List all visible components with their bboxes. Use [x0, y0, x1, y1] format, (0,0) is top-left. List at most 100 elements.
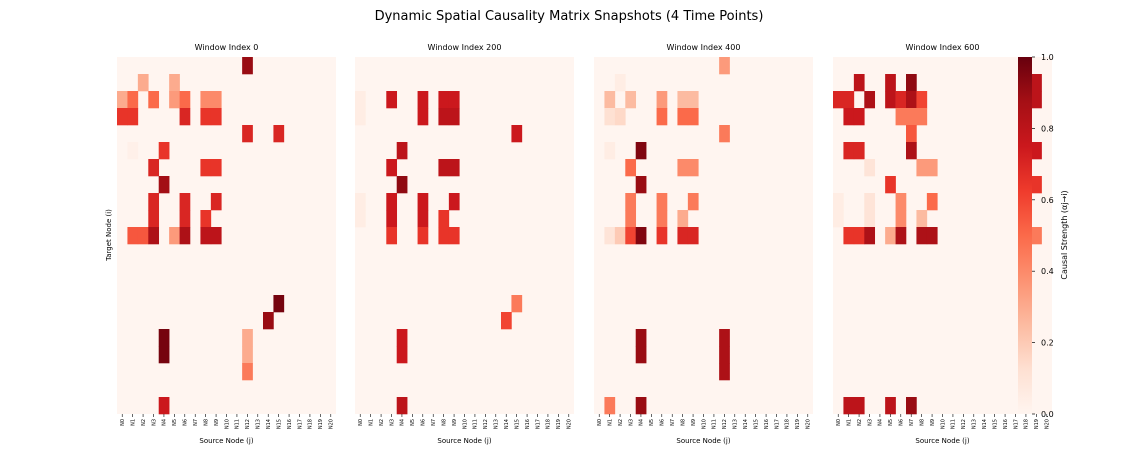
heatmap-cell — [635, 397, 647, 415]
x-tick-label: N13 — [733, 419, 739, 429]
x-tick-label: N16 — [764, 419, 770, 429]
heatmap-cell — [210, 91, 222, 109]
x-tick-label: N15 — [276, 419, 282, 429]
heatmap-cell — [677, 210, 689, 228]
x-tick-label: N17 — [774, 419, 780, 429]
heatmap-cell — [687, 227, 699, 245]
x-axis-label: Source Node (j) — [676, 437, 730, 445]
heatmap-cell — [158, 346, 170, 364]
heatmap-cell — [200, 159, 212, 177]
x-tick-label: N14 — [504, 419, 510, 429]
x-tick-label: N12 — [245, 419, 251, 429]
x-tick-label: N20 — [1045, 419, 1051, 429]
x-tick-label: N7 — [431, 419, 437, 426]
heatmap-cell — [386, 193, 398, 211]
x-tick-label: N15 — [992, 419, 998, 429]
heatmap-cell — [677, 159, 689, 177]
colorbar-tick-label: 0.0 — [1041, 410, 1054, 419]
heatmap-cell — [656, 193, 668, 211]
x-tick-label: N16 — [1003, 419, 1009, 429]
heatmap-cell — [210, 193, 222, 211]
x-tick-label: N10 — [701, 419, 707, 429]
heatmap-cell — [117, 108, 128, 126]
heatmap-cell — [895, 91, 907, 109]
heatmap-cell — [179, 210, 191, 228]
heatmap-cell — [438, 108, 450, 126]
heatmap-cell — [355, 108, 366, 126]
heatmap-cell — [614, 227, 626, 245]
x-tick-label: N1 — [846, 419, 852, 426]
heatmap-cell — [843, 142, 855, 160]
x-tick-label: N11 — [235, 419, 241, 429]
x-tick-label: N2 — [857, 419, 863, 426]
heatmap-cell — [396, 176, 408, 194]
x-tick-label: N4 — [162, 419, 168, 426]
heatmap-cell — [386, 210, 398, 228]
x-tick-label: N2 — [141, 419, 147, 426]
x-tick-label: N5 — [410, 419, 416, 426]
x-tick-label: N13 — [494, 419, 500, 429]
x-tick-label: N12 — [961, 419, 967, 429]
heatmap-cell — [179, 227, 191, 245]
heatmap-cell — [906, 397, 917, 415]
x-tick-label: N18 — [308, 419, 314, 429]
colorbar-tick-label: 0.4 — [1041, 267, 1054, 276]
x-axis-label: Source Node (j) — [199, 437, 253, 445]
heatmap-cell — [864, 91, 876, 109]
x-tick-label: N6 — [421, 419, 427, 426]
heatmap-cell — [438, 91, 450, 109]
heatmap-cell — [417, 210, 429, 228]
x-tick-label: N19 — [556, 419, 562, 429]
heatmap-cell — [396, 346, 408, 364]
x-tick-label: N19 — [1034, 419, 1040, 429]
x-tick-label: N7 — [193, 419, 199, 426]
heatmap-cell — [677, 108, 689, 126]
heatmap-cell — [604, 91, 616, 109]
heatmap-cell — [719, 57, 730, 75]
x-tick-label: N18 — [546, 419, 552, 429]
heatmap-cell — [242, 363, 253, 381]
x-tick-label: N8 — [441, 419, 447, 426]
x-tick-label: N4 — [400, 419, 406, 426]
colorbar-gradient — [1018, 57, 1032, 414]
x-tick-label: N11 — [473, 419, 479, 429]
heatmap-cell — [438, 227, 450, 245]
heatmap-cell — [885, 397, 896, 415]
x-tick-label: N12 — [483, 419, 489, 429]
heatmap-cell — [511, 295, 523, 313]
heatmap-cell — [885, 74, 896, 92]
heatmap-cell — [396, 397, 408, 415]
heatmap-cell — [158, 397, 170, 415]
x-tick-label: N10 — [224, 419, 230, 429]
heatmap-cell — [448, 193, 460, 211]
heatmap-cell — [127, 142, 139, 160]
heatmap-cell — [448, 159, 460, 177]
x-tick-label: N10 — [940, 419, 946, 429]
heatmap-cell — [614, 108, 626, 126]
heatmap-cell — [169, 91, 180, 109]
heatmap-cell — [386, 91, 398, 109]
heatmap-cell — [604, 227, 616, 245]
heatmap-cell — [635, 227, 647, 245]
heatmap-cell — [853, 142, 865, 160]
panel-title: Window Index 600 — [906, 43, 980, 52]
heatmap-cell — [687, 91, 699, 109]
heatmap-cell — [625, 159, 637, 177]
heatmap-cell — [885, 227, 896, 245]
heatmap-cell — [158, 176, 170, 194]
figure-title: Dynamic Spatial Causality Matrix Snapsho… — [375, 9, 764, 24]
x-tick-label: N20 — [806, 419, 812, 429]
x-tick-label: N2 — [379, 419, 385, 426]
heatmap-cell — [916, 159, 928, 177]
heatmap-cell — [687, 193, 699, 211]
heatmap-cell — [511, 125, 523, 143]
x-tick-label: N0 — [358, 419, 364, 426]
heatmap-cell — [179, 91, 191, 109]
heatmap-cell — [916, 108, 928, 126]
heatmap-cell — [926, 227, 938, 245]
x-tick-label: N6 — [660, 419, 666, 426]
heatmap-cell — [833, 91, 844, 109]
x-tick-label: N10 — [462, 419, 468, 429]
